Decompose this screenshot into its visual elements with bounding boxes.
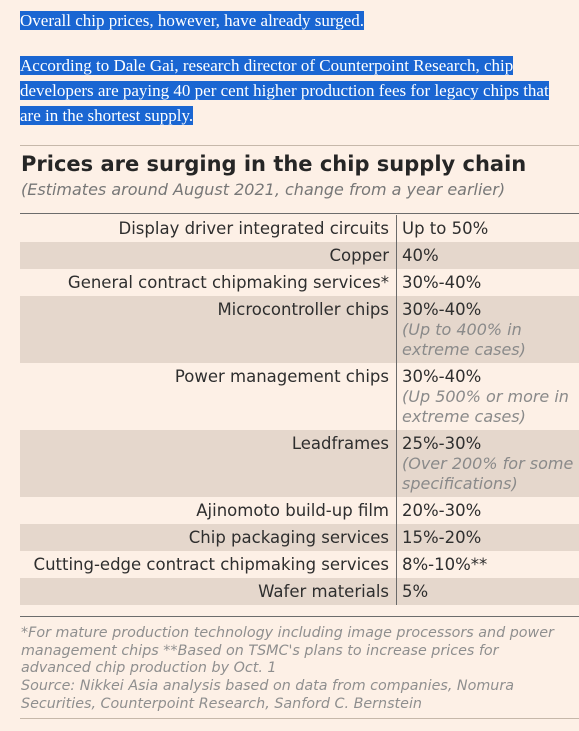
row-change-cell: Up to 50% <box>397 215 579 242</box>
row-item-label: Wafer materials <box>20 578 397 605</box>
row-change-cell: 20%-30% <box>397 497 579 524</box>
table-bottom-rule <box>20 616 579 617</box>
row-change-cell: 5% <box>397 578 579 605</box>
row-change-cell: 8%-10%** <box>397 551 579 578</box>
row-change-value: 5% <box>402 582 429 601</box>
row-change-cell: 30%-40% (Up to 400% in extreme cases) <box>397 296 579 363</box>
article-paragraph-2: According to Dale Gai, research director… <box>20 56 549 125</box>
row-change-cell: 15%-20% <box>397 524 579 551</box>
row-change-value: 30%-40% <box>402 273 482 292</box>
footnote-text: *For mature production technology includ… <box>21 625 554 677</box>
bottom-divider <box>20 718 579 719</box>
row-change-value: 25%-30% <box>402 434 482 453</box>
table-row: General contract chipmaking services* 30%… <box>20 269 579 296</box>
table-row: Power management chips 30%-40% (Up 500% or… <box>20 363 579 430</box>
row-change-note: (Up to 400% in extreme cases) <box>402 320 526 359</box>
source-text: Source: Nikkei Asia analysis based on da… <box>21 678 514 712</box>
row-change-value: 40% <box>402 246 439 265</box>
table-row: Microcontroller chips 30%-40% (Up to 400% … <box>20 296 579 363</box>
row-change-cell: 30%-40% <box>397 269 579 296</box>
row-item-label: Power management chips <box>20 363 397 430</box>
row-change-note: (Up 500% or more in extreme cases) <box>402 387 569 426</box>
chart-title: Prices are surging in the chip supply ch… <box>21 152 527 176</box>
row-change-value: 15%-20% <box>402 528 482 547</box>
table-row: Copper 40% <box>20 242 579 269</box>
chart-footnotes: *For mature production technology includ… <box>21 625 566 714</box>
table-row: Cutting-edge contract chipmaking service… <box>20 551 579 578</box>
table-row: Chip packaging services 15%-20% <box>20 524 579 551</box>
row-item-label: Ajinomoto build-up film <box>20 497 397 524</box>
row-change-cell: 30%-40% (Up 500% or more in extreme cases… <box>397 363 579 430</box>
top-divider <box>20 145 579 146</box>
article-paragraph-1: Overall chip prices, however, have alrea… <box>20 11 365 30</box>
row-change-value: 8%-10%** <box>402 555 488 574</box>
row-item-label: Copper <box>20 242 397 269</box>
price-change-table: Display driver integrated circuits Up to … <box>20 215 579 605</box>
row-change-value: 20%-30% <box>402 501 482 520</box>
chart-subtitle: (Estimates around August 2021, change fr… <box>21 180 506 199</box>
table-row: Display driver integrated circuits Up to … <box>20 215 579 242</box>
row-item-label: Cutting-edge contract chipmaking service… <box>20 551 397 578</box>
table-row: Leadframes 25%-30% (Over 200% for some spe… <box>20 430 579 497</box>
row-change-note: (Over 200% for some specifications) <box>402 454 574 493</box>
row-change-value: 30%-40% <box>402 367 482 386</box>
row-item-label: Display driver integrated circuits <box>20 215 397 242</box>
row-change-value: Up to 50% <box>402 219 489 238</box>
table-top-rule <box>20 213 579 214</box>
row-change-cell: 40% <box>397 242 579 269</box>
row-item-label: Microcontroller chips <box>20 296 397 363</box>
table-row: Wafer materials 5% <box>20 578 579 605</box>
table-row: Ajinomoto build-up film 20%-30% <box>20 497 579 524</box>
row-item-label: General contract chipmaking services* <box>20 269 397 296</box>
row-item-label: Chip packaging services <box>20 524 397 551</box>
row-change-cell: 25%-30% (Over 200% for some specification… <box>397 430 579 497</box>
row-change-value: 30%-40% <box>402 300 482 319</box>
row-item-label: Leadframes <box>20 430 397 497</box>
